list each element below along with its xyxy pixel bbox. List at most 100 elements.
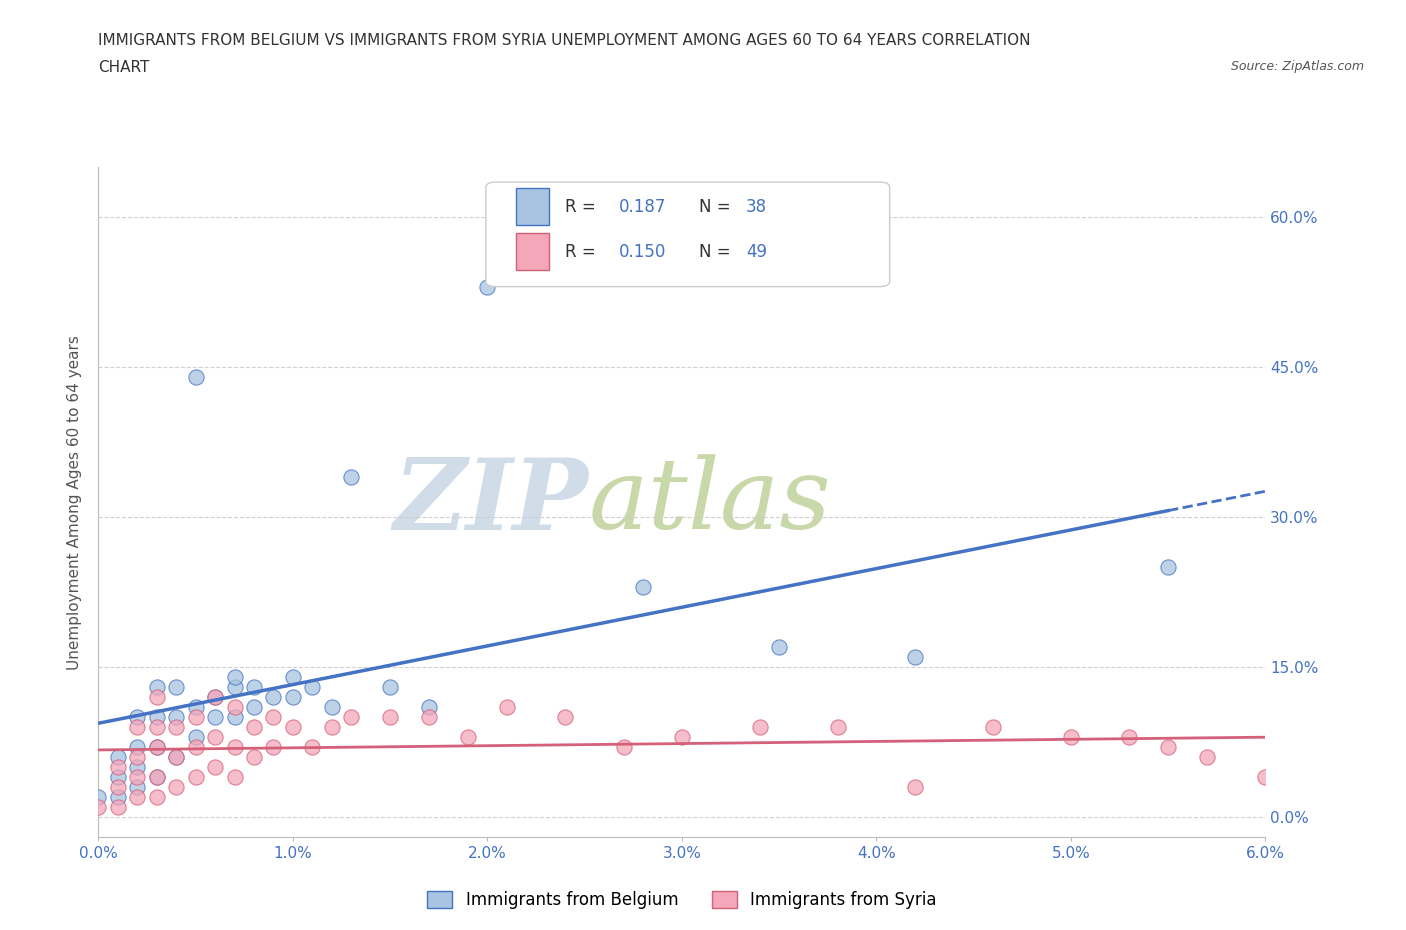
Point [827, 720, 849, 735]
Point [457, 730, 479, 745]
Point [262, 739, 284, 754]
Point [184, 710, 207, 724]
Point [127, 760, 149, 775]
Point [184, 739, 207, 754]
Point [204, 690, 226, 705]
Point [107, 760, 129, 775]
Point [224, 670, 246, 684]
Point [184, 730, 207, 745]
Point [184, 370, 207, 385]
Point [301, 680, 323, 695]
Point [1118, 730, 1140, 745]
Point [146, 720, 169, 735]
Point [146, 739, 169, 754]
Point [165, 710, 187, 724]
Point [146, 770, 169, 785]
Point [1157, 739, 1180, 754]
Point [127, 710, 149, 724]
Point [340, 470, 363, 485]
Text: R =: R = [565, 243, 602, 260]
Point [146, 770, 169, 785]
Point [127, 720, 149, 735]
Point [1195, 750, 1218, 764]
Point [184, 699, 207, 714]
Point [146, 790, 169, 804]
Point [281, 720, 304, 735]
Point [748, 720, 770, 735]
Point [321, 720, 343, 735]
Point [204, 710, 226, 724]
Point [613, 739, 636, 754]
Point [281, 670, 304, 684]
FancyBboxPatch shape [516, 188, 548, 225]
Point [1254, 770, 1277, 785]
Point [496, 699, 519, 714]
Point [165, 779, 187, 794]
Point [768, 640, 790, 655]
Point [204, 690, 226, 705]
Text: R =: R = [565, 197, 602, 216]
Point [671, 730, 693, 745]
Point [224, 710, 246, 724]
Point [127, 750, 149, 764]
Point [107, 800, 129, 815]
Point [146, 710, 169, 724]
Text: N =: N = [699, 197, 737, 216]
Point [165, 750, 187, 764]
Point [243, 699, 266, 714]
Point [146, 680, 169, 695]
Y-axis label: Unemployment Among Ages 60 to 64 years: Unemployment Among Ages 60 to 64 years [67, 335, 83, 670]
Point [378, 680, 402, 695]
Text: Source: ZipAtlas.com: Source: ZipAtlas.com [1230, 60, 1364, 73]
Point [1157, 560, 1180, 575]
Text: 49: 49 [747, 243, 768, 260]
Point [981, 720, 1004, 735]
Point [243, 720, 266, 735]
Text: CHART: CHART [98, 60, 150, 75]
Point [224, 739, 246, 754]
Text: N =: N = [699, 243, 737, 260]
Point [243, 750, 266, 764]
Point [418, 699, 440, 714]
Point [418, 710, 440, 724]
Point [127, 739, 149, 754]
Point [1060, 730, 1083, 745]
Text: ZIP: ZIP [394, 454, 589, 551]
Point [301, 739, 323, 754]
Point [184, 770, 207, 785]
Point [165, 720, 187, 735]
Point [127, 790, 149, 804]
Point [281, 690, 304, 705]
Point [146, 690, 169, 705]
Point [165, 750, 187, 764]
Point [204, 730, 226, 745]
Point [631, 579, 654, 594]
Point [107, 779, 129, 794]
Point [146, 739, 169, 754]
Legend: Immigrants from Belgium, Immigrants from Syria: Immigrants from Belgium, Immigrants from… [420, 884, 943, 916]
Point [127, 779, 149, 794]
Point [87, 800, 110, 815]
Point [262, 690, 284, 705]
FancyBboxPatch shape [516, 233, 548, 270]
Point [477, 280, 499, 295]
Point [107, 770, 129, 785]
Point [904, 779, 927, 794]
Text: atlas: atlas [589, 455, 831, 550]
FancyBboxPatch shape [486, 182, 890, 286]
Point [554, 710, 576, 724]
Text: IMMIGRANTS FROM BELGIUM VS IMMIGRANTS FROM SYRIA UNEMPLOYMENT AMONG AGES 60 TO 6: IMMIGRANTS FROM BELGIUM VS IMMIGRANTS FR… [98, 33, 1031, 47]
Point [165, 680, 187, 695]
Point [262, 710, 284, 724]
Point [107, 790, 129, 804]
Point [378, 710, 402, 724]
Text: 0.187: 0.187 [619, 197, 666, 216]
Point [224, 770, 246, 785]
Point [87, 790, 110, 804]
Point [127, 770, 149, 785]
Point [107, 750, 129, 764]
Point [243, 680, 266, 695]
Point [204, 760, 226, 775]
Point [224, 680, 246, 695]
Point [340, 710, 363, 724]
